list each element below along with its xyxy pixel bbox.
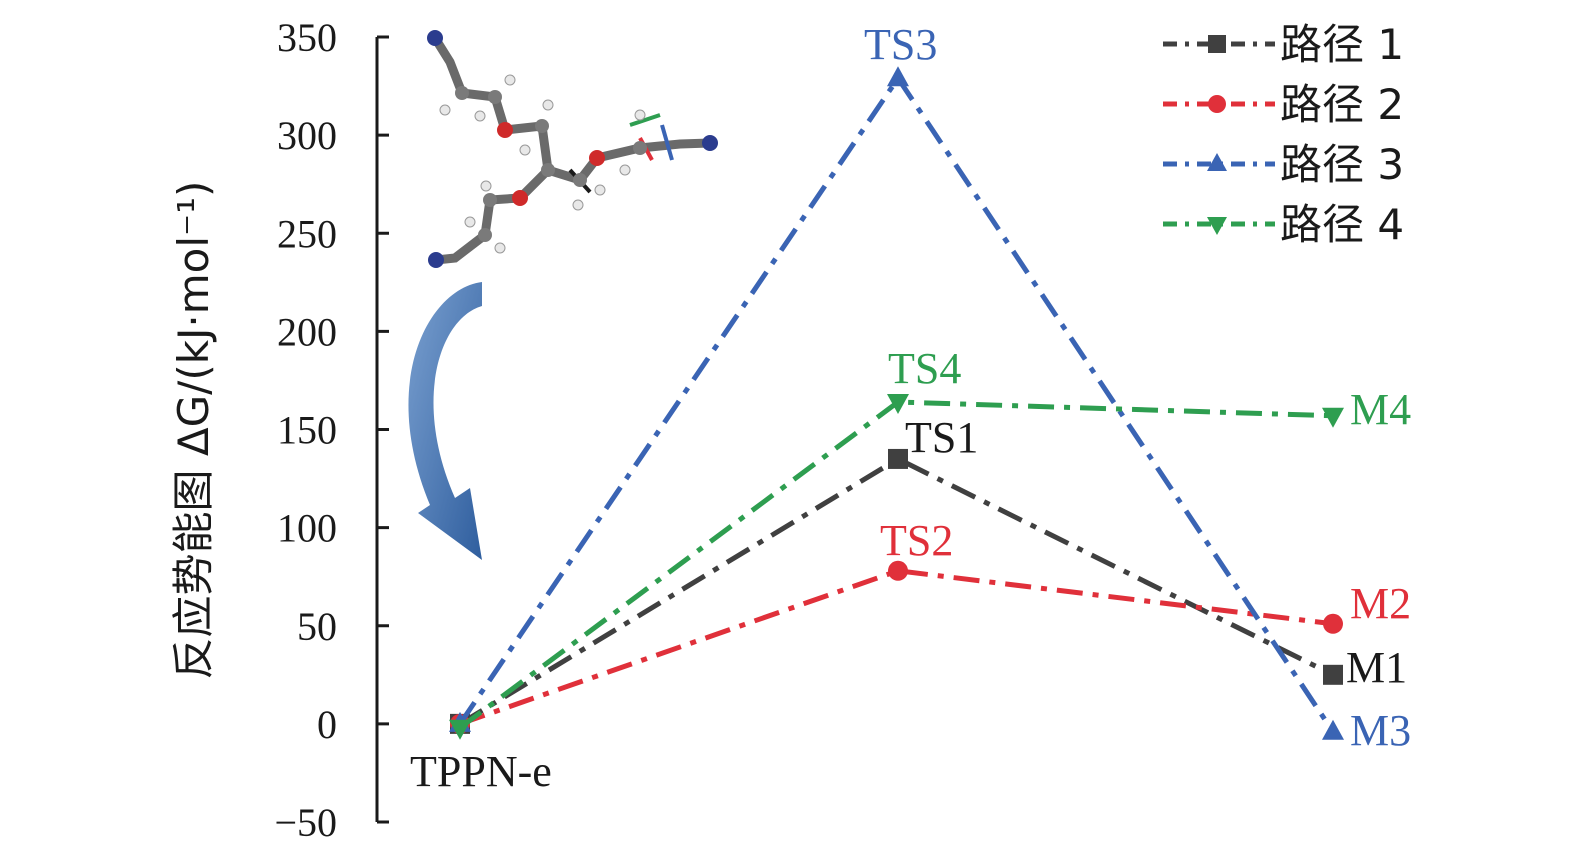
data-point-marker (1322, 407, 1344, 428)
series-layer (449, 66, 1344, 740)
legend: 路径 1 路径 2 路径 3 路径 4 (1163, 20, 1404, 249)
point-label-m3: M3 (1350, 706, 1411, 755)
y-tick-label: −50 (274, 800, 337, 845)
legend-item-3: 路径 3 (1163, 140, 1404, 189)
y-tick-label: 0 (317, 702, 337, 747)
curved-arrow-icon (408, 282, 482, 560)
data-point-marker (1207, 153, 1227, 171)
legend-label: 路径 2 (1280, 80, 1404, 129)
y-tick-label: 50 (297, 604, 337, 649)
data-point-marker (1323, 664, 1343, 685)
legend-item-2: 路径 2 (1163, 80, 1404, 129)
point-label-m4: M4 (1350, 385, 1411, 434)
y-tick-label: 250 (277, 211, 337, 256)
point-label-m1: M1 (1346, 643, 1407, 692)
series-line (458, 456, 1335, 727)
data-point-marker (887, 66, 909, 87)
data-point-marker (1322, 719, 1344, 740)
point-label-ts3: TS3 (864, 20, 937, 69)
point-label-ts1: TS1 (905, 413, 978, 462)
point-label-ts4: TS4 (888, 344, 961, 393)
data-point-marker (888, 560, 908, 581)
y-tick-label: 100 (277, 506, 337, 551)
data-point-marker (887, 394, 909, 415)
legend-label: 路径 1 (1280, 20, 1404, 69)
legend-label: 路径 3 (1280, 140, 1404, 189)
data-point-marker (1323, 613, 1343, 634)
point-label-tppn-e: TPPN-e (410, 747, 552, 796)
y-tick-label: 350 (277, 15, 337, 60)
y-axis-label: 反应势能图 ΔG/(kJ·mol⁻¹) (169, 181, 218, 680)
data-point-marker (449, 719, 471, 740)
series-line (459, 568, 1334, 727)
data-point-marker (1208, 95, 1226, 113)
y-axis: 350 300 250 200 150 100 50 0 −50 (274, 15, 389, 845)
data-point-marker (1208, 35, 1226, 53)
series-path-1 (450, 448, 1343, 734)
legend-label: 路径 4 (1280, 200, 1404, 249)
series-path-4 (449, 394, 1344, 740)
y-tick-label: 200 (277, 309, 337, 354)
data-point-marker (1207, 217, 1227, 235)
molecule-inset (427, 30, 718, 268)
legend-item-4: 路径 4 (1163, 200, 1404, 249)
y-ticks: 350 300 250 200 150 100 50 0 −50 (274, 15, 389, 845)
y-tick-label: 150 (277, 408, 337, 453)
point-labels: TPPN-e TS1 M1 TS2 M2 TS3 M3 TS4 M4 (410, 20, 1411, 796)
y-tick-label: 300 (277, 113, 337, 158)
point-label-m2: M2 (1350, 579, 1411, 628)
data-point-marker (888, 448, 908, 469)
point-label-ts2: TS2 (880, 516, 953, 565)
legend-item-1: 路径 1 (1163, 20, 1404, 69)
